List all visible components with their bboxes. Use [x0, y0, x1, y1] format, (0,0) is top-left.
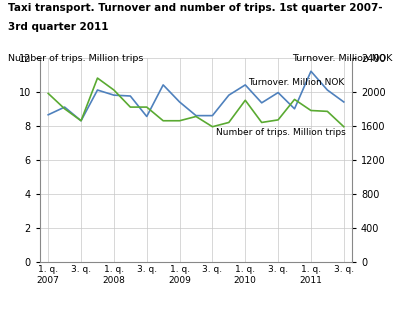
Text: Turnover. Million NOK: Turnover. Million NOK — [248, 78, 345, 87]
Text: Number of trips. Million trips: Number of trips. Million trips — [216, 128, 346, 137]
Text: Taxi transport. Turnover and number of trips. 1st quarter 2007-: Taxi transport. Turnover and number of t… — [8, 3, 383, 13]
Text: Number of trips. Million trips: Number of trips. Million trips — [8, 54, 143, 63]
Text: Turnover. Million NOK: Turnover. Million NOK — [292, 54, 392, 63]
Text: 3rd quarter 2011: 3rd quarter 2011 — [8, 22, 108, 32]
